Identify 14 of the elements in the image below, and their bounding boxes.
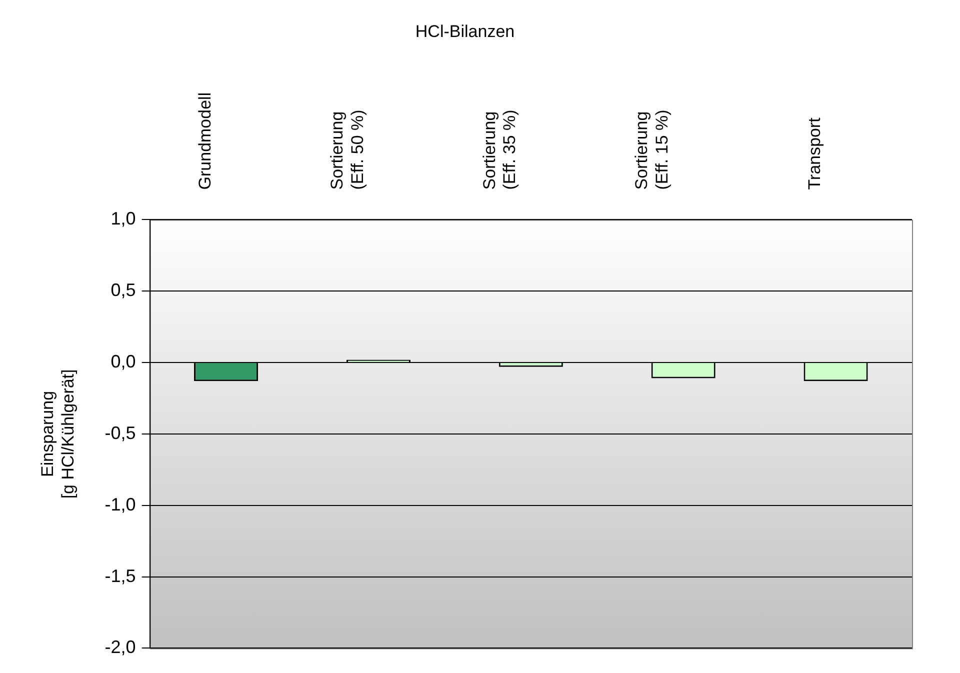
x-tick-label: Transport [805,117,824,190]
y-tick-label: 0,5 [110,280,136,300]
x-tick-label: Sortierung (Eff. 50 %) [327,110,367,190]
y-tick-label: 0,0 [110,352,136,372]
x-tick-label: Grundmodell [195,92,214,190]
x-tick-label: Sortierung (Eff. 15 %) [632,110,672,190]
y-tick-label: 1,0 [110,208,136,229]
y-tick-label: -1,0 [104,494,136,514]
y-tick-label: -1,5 [104,566,136,586]
x-tick-label: Sortierung (Eff. 35 %) [480,110,520,190]
y-tick-label: -2,0 [104,637,136,658]
y-tick-label: -0,5 [104,422,136,443]
chart-title: HCl-Bilanzen [415,22,515,41]
y-axis-title: Einsparung [g HCl/Kühlgerät] [38,369,78,499]
